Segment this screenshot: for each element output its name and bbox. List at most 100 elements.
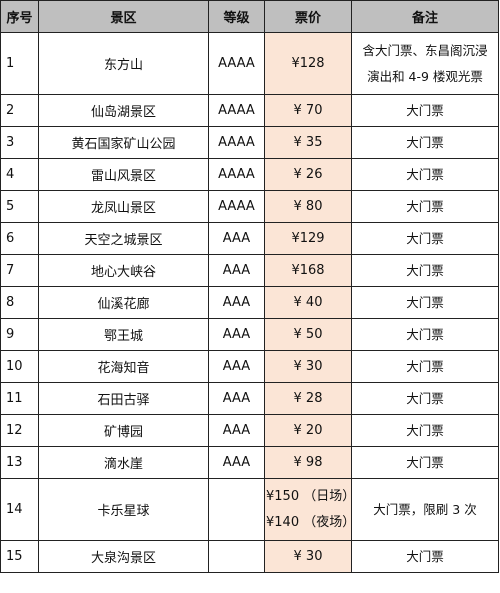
cell-name: 天空之城景区 bbox=[38, 222, 209, 255]
note-line: 大门票 bbox=[406, 134, 444, 150]
cell-name: 东方山 bbox=[38, 32, 209, 95]
cell-no: 12 bbox=[0, 414, 39, 447]
cell-note: 大门票 bbox=[351, 222, 499, 255]
cell-note: 大门票 bbox=[351, 350, 499, 383]
cell-price: ¥ 80 bbox=[264, 190, 352, 223]
cell-level: AAA bbox=[208, 222, 265, 255]
cell-note: 大门票 bbox=[351, 382, 499, 415]
price-line: ¥ 20 bbox=[293, 423, 323, 438]
note-line: 大门票 bbox=[406, 358, 444, 374]
cell-price: ¥150 （日场） ¥140 （夜场） bbox=[264, 478, 352, 541]
note-line: 大门票 bbox=[406, 548, 444, 564]
cell-note: 大门票 bbox=[351, 446, 499, 479]
price-line: ¥ 50 bbox=[293, 327, 323, 342]
cell-no: 9 bbox=[0, 318, 39, 351]
table-row: 2 仙岛湖景区 AAAA ¥ 70 大门票 bbox=[0, 94, 499, 127]
table-row: 12 矿博园 AAA ¥ 20 大门票 bbox=[0, 414, 499, 447]
table-row: 13 滴水崖 AAA ¥ 98 大门票 bbox=[0, 446, 499, 479]
cell-no: 7 bbox=[0, 254, 39, 287]
cell-price: ¥ 50 bbox=[264, 318, 352, 351]
cell-price: ¥129 bbox=[264, 222, 352, 255]
cell-no: 11 bbox=[0, 382, 39, 415]
cell-no: 10 bbox=[0, 350, 39, 383]
cell-no: 3 bbox=[0, 126, 39, 159]
cell-level bbox=[208, 478, 265, 541]
cell-name: 仙溪花廊 bbox=[38, 286, 209, 319]
cell-price: ¥ 70 bbox=[264, 94, 352, 127]
cell-price: ¥ 35 bbox=[264, 126, 352, 159]
price-line: ¥129 bbox=[291, 231, 325, 246]
price-line: ¥150 （日场） bbox=[266, 488, 352, 504]
header-level: 等级 bbox=[208, 0, 265, 33]
table-row: 9 鄂王城 AAA ¥ 50 大门票 bbox=[0, 318, 499, 351]
cell-level: AAAA bbox=[208, 94, 265, 127]
price-line: ¥ 26 bbox=[293, 167, 323, 182]
cell-price: ¥128 bbox=[264, 32, 352, 95]
cell-no: 6 bbox=[0, 222, 39, 255]
cell-note: 大门票 bbox=[351, 540, 499, 573]
note-line: 大门票 bbox=[406, 102, 444, 118]
cell-level: AAA bbox=[208, 318, 265, 351]
table-row: 8 仙溪花廊 AAA ¥ 40 大门票 bbox=[0, 286, 499, 319]
table-row: 3 黄石国家矿山公园 AAAA ¥ 35 大门票 bbox=[0, 126, 499, 159]
cell-no: 2 bbox=[0, 94, 39, 127]
cell-no: 5 bbox=[0, 190, 39, 223]
cell-no: 15 bbox=[0, 540, 39, 573]
cell-name: 卡乐星球 bbox=[38, 478, 209, 541]
table-row: 6 天空之城景区 AAA ¥129 大门票 bbox=[0, 222, 499, 255]
cell-name: 鄂王城 bbox=[38, 318, 209, 351]
table-row: 14 卡乐星球 ¥150 （日场） ¥140 （夜场） 大门票，限刷 3 次 bbox=[0, 478, 499, 541]
table-row: 1 东方山 AAAA ¥128 含大门票、东昌阁沉浸 演出和 4-9 楼观光票 bbox=[0, 32, 499, 95]
cell-name: 矿博园 bbox=[38, 414, 209, 447]
cell-name: 石田古驿 bbox=[38, 382, 209, 415]
cell-no: 13 bbox=[0, 446, 39, 479]
note-line: 含大门票、东昌阁沉浸 bbox=[362, 42, 488, 58]
price-line: ¥ 35 bbox=[293, 135, 323, 150]
table-row: 4 雷山风景区 AAAA ¥ 26 大门票 bbox=[0, 158, 499, 191]
header-note: 备注 bbox=[351, 0, 499, 33]
header-row: 序号 景区 等级 票价 备注 bbox=[0, 0, 499, 33]
cell-price: ¥ 30 bbox=[264, 540, 352, 573]
note-line: 大门票 bbox=[406, 230, 444, 246]
cell-no: 8 bbox=[0, 286, 39, 319]
cell-price: ¥ 26 bbox=[264, 158, 352, 191]
cell-note: 大门票 bbox=[351, 414, 499, 447]
table-row: 7 地心大峡谷 AAA ¥168 大门票 bbox=[0, 254, 499, 287]
price-line: ¥128 bbox=[291, 56, 325, 71]
price-line: ¥ 40 bbox=[293, 295, 323, 310]
note-line: 演出和 4-9 楼观光票 bbox=[367, 68, 483, 84]
cell-price: ¥ 30 bbox=[264, 350, 352, 383]
cell-level: AAAA bbox=[208, 32, 265, 95]
cell-name: 龙凤山景区 bbox=[38, 190, 209, 223]
cell-name: 滴水崖 bbox=[38, 446, 209, 479]
price-line: ¥168 bbox=[291, 263, 325, 278]
price-line: ¥ 30 bbox=[293, 359, 323, 374]
cell-name: 仙岛湖景区 bbox=[38, 94, 209, 127]
price-line: ¥ 28 bbox=[293, 391, 323, 406]
cell-price: ¥ 40 bbox=[264, 286, 352, 319]
cell-price: ¥ 28 bbox=[264, 382, 352, 415]
price-line: ¥ 98 bbox=[293, 455, 323, 470]
note-line: 大门票 bbox=[406, 294, 444, 310]
cell-no: 1 bbox=[0, 32, 39, 95]
price-line: ¥ 80 bbox=[293, 199, 323, 214]
cell-level bbox=[208, 540, 265, 573]
cell-name: 地心大峡谷 bbox=[38, 254, 209, 287]
note-line: 大门票，限刷 3 次 bbox=[373, 501, 477, 517]
cell-level: AAAA bbox=[208, 126, 265, 159]
note-line: 大门票 bbox=[406, 390, 444, 406]
cell-level: AAA bbox=[208, 286, 265, 319]
price-line: ¥ 30 bbox=[293, 549, 323, 564]
cell-level: AAA bbox=[208, 382, 265, 415]
cell-note: 大门票 bbox=[351, 286, 499, 319]
cell-no: 14 bbox=[0, 478, 39, 541]
cell-level: AAAA bbox=[208, 190, 265, 223]
cell-level: AAA bbox=[208, 350, 265, 383]
header-name: 景区 bbox=[38, 0, 209, 33]
cell-note: 大门票 bbox=[351, 94, 499, 127]
cell-note: 大门票 bbox=[351, 158, 499, 191]
price-line: ¥140 （夜场） bbox=[266, 514, 352, 530]
note-line: 大门票 bbox=[406, 166, 444, 182]
cell-name: 雷山风景区 bbox=[38, 158, 209, 191]
